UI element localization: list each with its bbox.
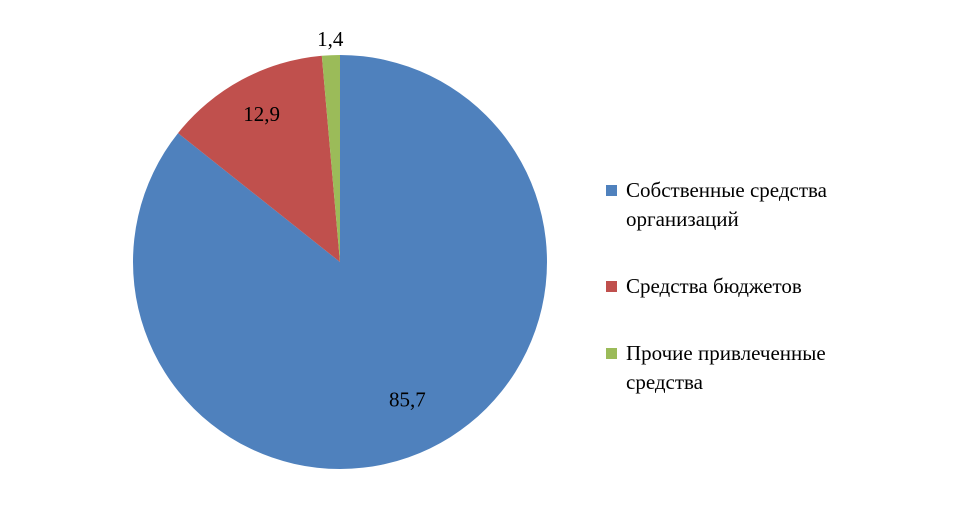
legend-label: Прочие привлеченные средства (626, 341, 826, 394)
data-label: 12,9 (243, 102, 280, 126)
pie-slice (178, 55, 340, 263)
legend-item: Собственные средства организаций (606, 176, 906, 234)
legend-label: Собственные средства организаций (626, 178, 827, 231)
pie-slice (321, 55, 340, 262)
legend-swatch (606, 348, 617, 359)
data-label: 85,7 (389, 388, 426, 412)
legend-swatch (606, 185, 617, 196)
data-label: 1,4 (317, 27, 344, 51)
legend-item: Средства бюджетов (606, 272, 906, 301)
legend-item: Прочие привлеченные средства (606, 339, 906, 397)
legend-swatch (606, 281, 617, 292)
legend: Собственные средства организаций Средства… (606, 176, 906, 435)
legend-label: Средства бюджетов (626, 274, 802, 298)
